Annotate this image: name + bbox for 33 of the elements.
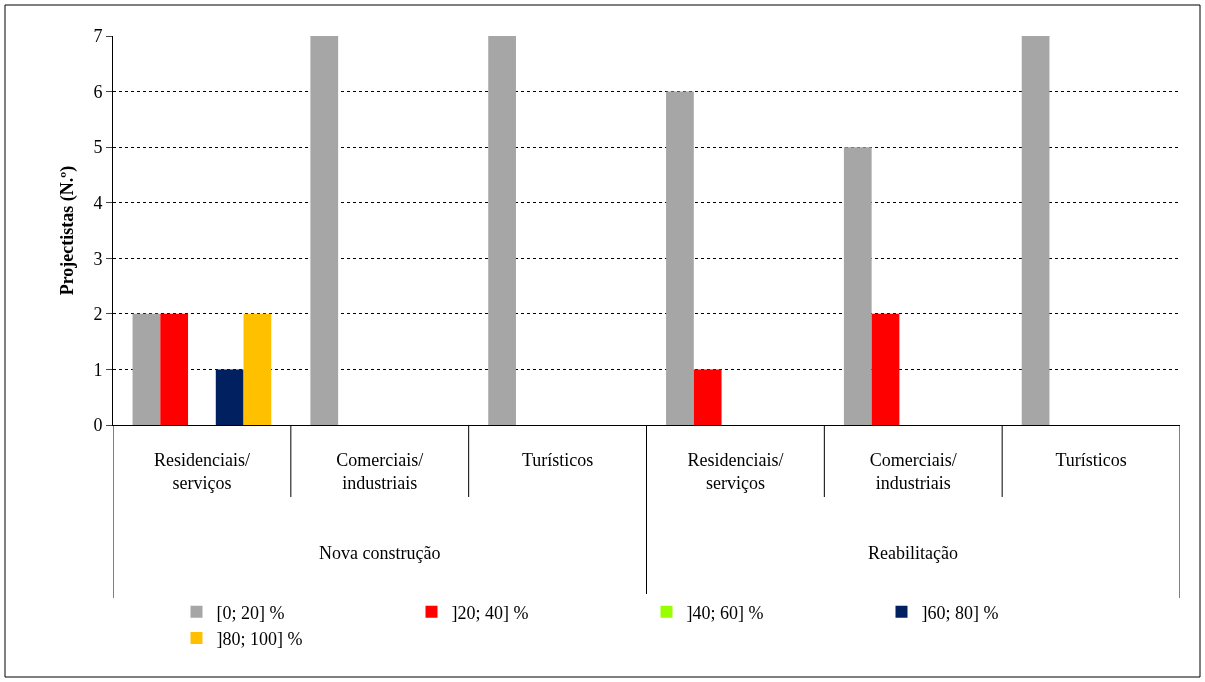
bar bbox=[693, 369, 722, 425]
y-tick-label: 2 bbox=[93, 304, 103, 325]
bar bbox=[243, 313, 272, 425]
y-tick-label: 3 bbox=[93, 248, 103, 269]
bar bbox=[132, 313, 161, 425]
legend-label: ]80; 100] % bbox=[216, 629, 303, 650]
y-tick-label: 0 bbox=[93, 415, 103, 436]
bar bbox=[843, 147, 872, 425]
y-tick-label: 6 bbox=[93, 81, 103, 102]
legend-label: ]20; 40] % bbox=[451, 602, 529, 623]
bar bbox=[215, 369, 244, 425]
y-tick-label: 7 bbox=[93, 26, 103, 47]
x-tick-label: Residenciais/ serviços bbox=[687, 449, 784, 493]
bar bbox=[1021, 36, 1050, 425]
y-axis-title: Projectistas (N.º) bbox=[56, 165, 78, 296]
bar bbox=[160, 313, 189, 425]
bar bbox=[871, 313, 900, 425]
bar bbox=[666, 91, 694, 425]
x-tick-label: Residenciais/ serviços bbox=[153, 449, 250, 493]
y-tick-label: 5 bbox=[93, 137, 103, 158]
y-tick-label: 1 bbox=[93, 359, 103, 380]
bar bbox=[310, 36, 339, 425]
text: Nova construção bbox=[319, 543, 441, 563]
y-tick-label: 4 bbox=[93, 193, 103, 214]
legend-label: [0; 20] % bbox=[216, 602, 285, 623]
x-tick-label: Comerciais/ industriais bbox=[869, 449, 957, 493]
x-tick-label: Turísticos bbox=[1055, 449, 1127, 470]
x-tick-label: Turísticos bbox=[521, 449, 594, 470]
legend-label: ]60; 80] % bbox=[921, 602, 999, 623]
bar bbox=[488, 36, 516, 425]
text: Reabilitação bbox=[868, 543, 958, 563]
x-tick-label: Comerciais/ industriais bbox=[336, 449, 424, 493]
legend-label: ]40; 60] % bbox=[686, 602, 764, 623]
